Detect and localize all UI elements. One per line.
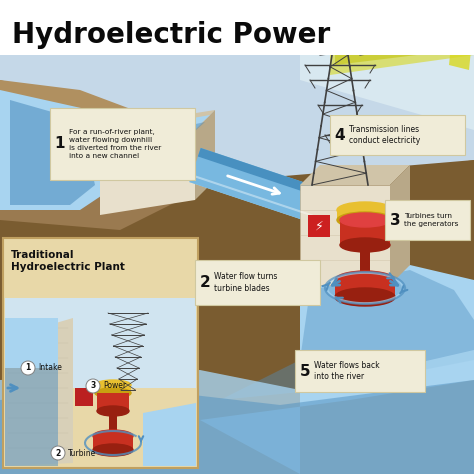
Polygon shape <box>5 368 58 466</box>
Bar <box>330 115 465 155</box>
Text: Water flow turns
turbine blades: Water flow turns turbine blades <box>214 272 277 293</box>
Bar <box>95 385 131 393</box>
Polygon shape <box>0 90 110 210</box>
Polygon shape <box>0 0 474 210</box>
Circle shape <box>51 446 65 460</box>
Polygon shape <box>189 170 313 222</box>
Ellipse shape <box>93 430 133 442</box>
Bar <box>93 436 133 450</box>
Polygon shape <box>335 280 395 297</box>
Bar <box>5 298 196 388</box>
Bar <box>385 200 470 240</box>
Text: 4: 4 <box>335 128 346 143</box>
Polygon shape <box>390 165 410 285</box>
Ellipse shape <box>335 271 395 289</box>
Polygon shape <box>200 265 474 474</box>
Ellipse shape <box>335 288 395 306</box>
Ellipse shape <box>337 212 393 228</box>
Ellipse shape <box>337 202 393 218</box>
Polygon shape <box>220 270 474 400</box>
Text: Transmission lines
conduct electricity: Transmission lines conduct electricity <box>349 125 420 146</box>
Bar <box>75 388 93 406</box>
Text: 3: 3 <box>390 212 401 228</box>
Polygon shape <box>198 148 321 196</box>
Text: 1: 1 <box>26 364 31 373</box>
Text: 2: 2 <box>200 275 210 290</box>
Text: Water flows back
into the river: Water flows back into the river <box>314 361 380 382</box>
Polygon shape <box>337 210 393 220</box>
Text: ⚡: ⚡ <box>315 219 323 233</box>
Polygon shape <box>0 380 474 474</box>
Text: Turbine: Turbine <box>68 448 96 457</box>
Text: 3: 3 <box>91 382 96 391</box>
Polygon shape <box>335 30 474 65</box>
Polygon shape <box>100 110 215 145</box>
Polygon shape <box>100 130 195 215</box>
Bar <box>0 0 474 55</box>
Bar <box>109 411 117 436</box>
Polygon shape <box>189 148 321 222</box>
Bar <box>195 260 320 305</box>
Polygon shape <box>360 245 370 280</box>
Bar <box>295 350 425 392</box>
Ellipse shape <box>93 444 133 456</box>
Polygon shape <box>10 100 95 205</box>
Bar <box>50 108 195 180</box>
Text: Intake: Intake <box>38 364 62 373</box>
Polygon shape <box>5 318 58 368</box>
Polygon shape <box>110 115 210 148</box>
Polygon shape <box>195 110 215 200</box>
Text: For a run-of-river plant,
water flowing downhill
is diverted from the river
into: For a run-of-river plant, water flowing … <box>69 129 161 159</box>
Polygon shape <box>350 14 474 41</box>
Polygon shape <box>300 185 390 285</box>
Polygon shape <box>0 160 474 474</box>
Bar <box>97 393 129 411</box>
Polygon shape <box>330 20 474 75</box>
Ellipse shape <box>340 213 390 227</box>
Bar <box>308 215 330 237</box>
Ellipse shape <box>95 380 131 390</box>
Text: 1: 1 <box>55 137 65 152</box>
Text: Hydroelectric Power: Hydroelectric Power <box>12 21 330 49</box>
Polygon shape <box>120 122 205 152</box>
Circle shape <box>86 379 100 393</box>
Polygon shape <box>143 403 196 466</box>
Ellipse shape <box>97 406 129 416</box>
Text: 2: 2 <box>55 448 61 457</box>
Polygon shape <box>0 80 160 200</box>
Polygon shape <box>0 350 474 474</box>
Polygon shape <box>0 80 180 230</box>
Bar <box>3 238 198 468</box>
Polygon shape <box>300 165 410 185</box>
Polygon shape <box>340 1 474 34</box>
Polygon shape <box>5 318 73 466</box>
Text: Traditional
Hydroelectric Plant: Traditional Hydroelectric Plant <box>11 250 125 273</box>
Polygon shape <box>300 0 474 130</box>
Polygon shape <box>340 220 390 245</box>
Ellipse shape <box>340 238 390 252</box>
Polygon shape <box>449 15 474 70</box>
Polygon shape <box>360 26 474 49</box>
Circle shape <box>21 361 35 375</box>
Ellipse shape <box>95 388 131 398</box>
Text: 5: 5 <box>300 364 310 379</box>
Text: Turbines turn
the generators: Turbines turn the generators <box>404 213 458 227</box>
Text: Power: Power <box>103 382 126 391</box>
